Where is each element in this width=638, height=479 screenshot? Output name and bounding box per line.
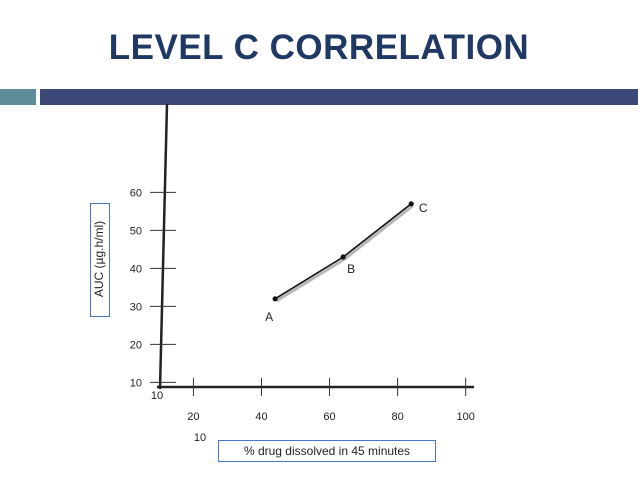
y-tick-label: 30 (130, 301, 142, 313)
data-point-c (408, 201, 414, 207)
y-axis-line (158, 103, 169, 390)
series-line-shadow (275, 204, 414, 303)
x-tick-label: 80 (391, 411, 403, 423)
data-point-label: B (347, 262, 355, 276)
y-tick-label: 10 (130, 377, 142, 389)
title-bar-navy (40, 89, 638, 105)
origin-label-y: 10 (151, 390, 163, 402)
y-tick-label: 40 (130, 263, 142, 275)
slide-title: LEVEL C CORRELATION (108, 28, 530, 67)
y-axis-label: AUC (µg.h/ml) (92, 220, 106, 298)
title-bar-teal (0, 89, 36, 105)
y-axis-label-box (90, 203, 110, 317)
origin-label-x: 10 (194, 432, 206, 444)
y-tick-label: 60 (130, 187, 142, 199)
x-tick-label: 100 (456, 411, 474, 423)
data-point-b (340, 254, 346, 260)
x-tick-label: 20 (187, 411, 199, 423)
x-tick-label: 60 (323, 411, 335, 423)
x-axis-label: % drug dissolved in 45 minutes (218, 440, 436, 462)
x-tick-label: 40 (255, 411, 267, 423)
y-ticks: 10 20 30 40 50 60 (130, 187, 176, 389)
series-layer: A B C (265, 201, 428, 324)
data-point-a (272, 296, 278, 302)
data-point-label: C (419, 201, 428, 215)
y-tick-label: 20 (130, 339, 142, 351)
data-point-label: A (265, 310, 273, 324)
x-ticks: 20 40 60 80 100 (187, 378, 475, 423)
y-tick-label: 50 (130, 225, 142, 237)
series-line (274, 203, 412, 300)
